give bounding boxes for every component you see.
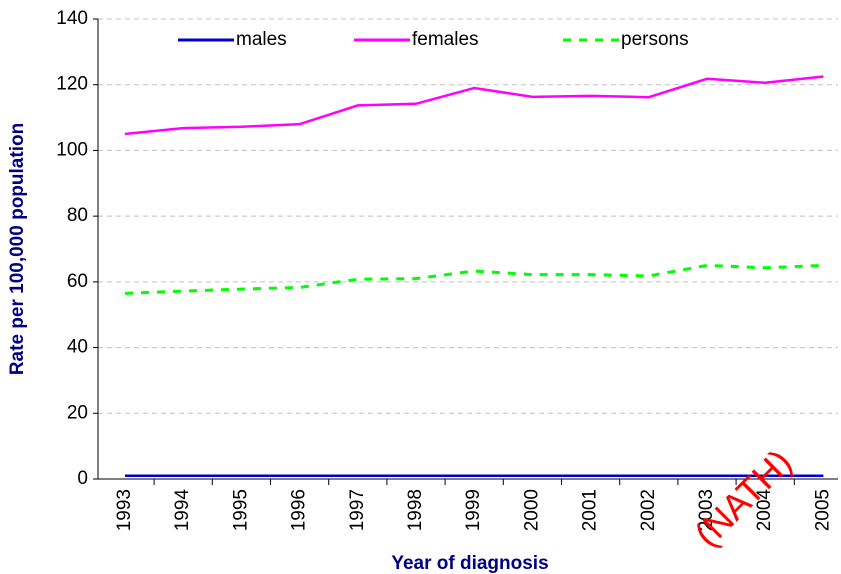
x-tick-label: 1997 [347,489,368,531]
x-tick-label: 1993 [114,489,135,531]
y-tick-label: 20 [67,402,88,423]
y-tick-label: 60 [67,271,88,292]
x-tick-label: 1996 [289,489,310,531]
y-tick-label: 120 [56,74,88,95]
y-tick-label: 40 [67,337,88,358]
series-line [124,75,824,136]
x-tick-label: 2002 [638,489,659,531]
y-tick-label: 80 [67,205,88,226]
x-tick-label: 2003 [696,489,717,531]
x-axis-label: Year of diagnosis [391,553,548,574]
x-tick-label: 1998 [405,489,426,531]
x-tick-label: 1995 [230,489,251,531]
x-tick-label: 2000 [521,489,542,531]
y-axis-label: Rate per 100,000 population [7,123,28,375]
x-tick-label: 2001 [580,489,601,531]
x-tick-label: 1994 [172,489,193,532]
x-tick-label: 2005 [812,489,833,531]
x-tick-label: 2004 [754,489,775,532]
y-tick-label: 0 [77,468,88,489]
y-tick-label: 100 [56,139,88,160]
legend-label: persons [621,29,689,50]
legend-label: females [412,29,479,50]
series-line [124,263,824,295]
x-tick-label: 1999 [463,489,484,531]
y-tick-label: 140 [56,8,88,29]
legend-label: males [236,29,287,50]
